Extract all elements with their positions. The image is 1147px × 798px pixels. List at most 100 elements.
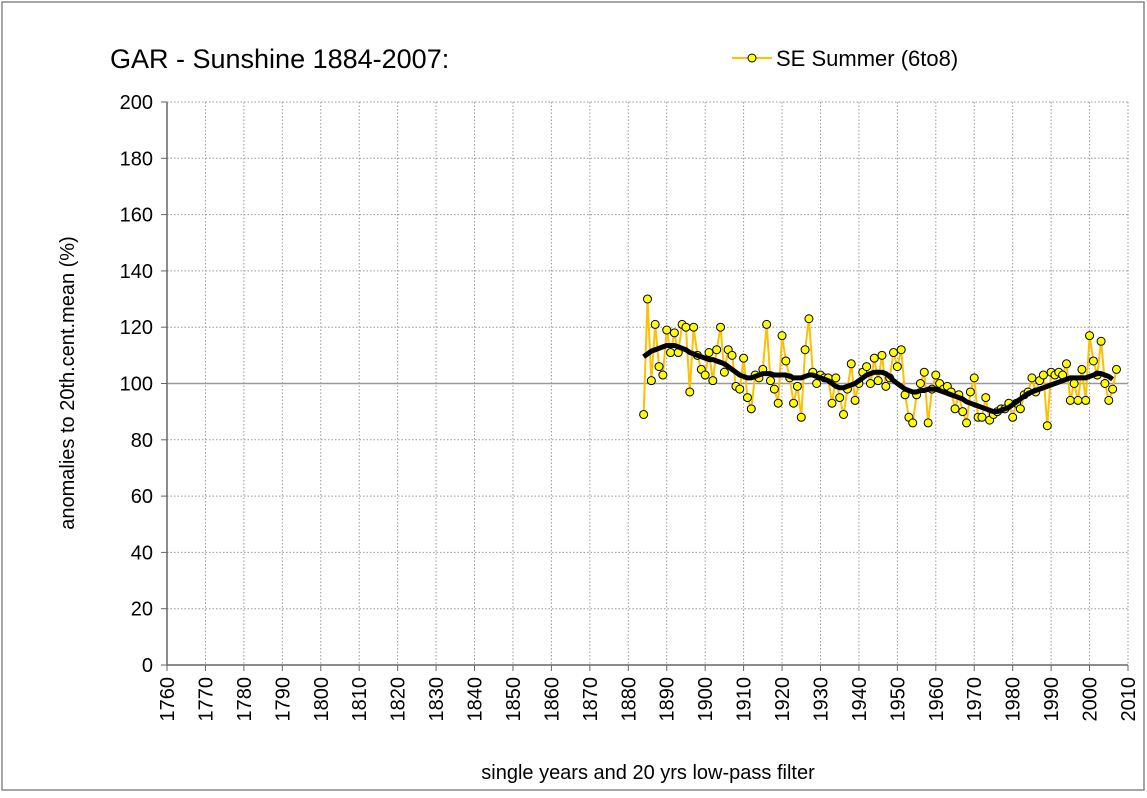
data-point xyxy=(950,404,960,414)
x-tick-label: 1820 xyxy=(388,677,410,722)
data-point xyxy=(1008,412,1018,422)
data-point xyxy=(712,345,722,355)
y-axis-label: anomalies to 20th.cent.mean (%) xyxy=(57,236,79,530)
data-point xyxy=(827,398,837,408)
data-point xyxy=(666,348,676,358)
y-tick-label: 200 xyxy=(120,92,153,114)
y-tick-label: 160 xyxy=(120,205,153,227)
data-point xyxy=(669,328,679,338)
data-point xyxy=(846,359,856,369)
y-tick-label: 60 xyxy=(131,486,153,508)
x-tick-label: 1910 xyxy=(734,677,756,722)
data-point xyxy=(877,350,887,360)
data-point xyxy=(1042,421,1052,431)
data-line xyxy=(642,298,1118,427)
data-point xyxy=(727,350,737,360)
data-point xyxy=(646,376,656,386)
data-point xyxy=(796,412,806,422)
data-point xyxy=(1085,331,1095,341)
x-tick-label: 1980 xyxy=(1003,677,1025,722)
data-point xyxy=(746,404,756,414)
data-point xyxy=(1100,379,1110,388)
data-point xyxy=(931,370,941,380)
data-point xyxy=(1038,370,1048,380)
data-point xyxy=(977,412,987,422)
y-tick-label: 40 xyxy=(131,542,153,564)
data-point xyxy=(1088,356,1098,366)
x-tick-label: 1800 xyxy=(311,677,333,722)
x-tick-label: 1880 xyxy=(618,677,640,722)
data-point xyxy=(869,353,879,363)
data-point xyxy=(865,379,875,388)
x-tick-label: 1840 xyxy=(465,677,487,722)
data-point xyxy=(781,356,791,366)
data-point xyxy=(704,348,714,358)
data-point xyxy=(654,362,664,372)
data-point xyxy=(777,331,787,341)
data-point xyxy=(766,376,776,386)
data-point xyxy=(789,398,799,408)
data-point xyxy=(862,362,872,372)
data-point xyxy=(685,387,695,397)
x-tick-label: 1990 xyxy=(1041,677,1063,722)
data-point xyxy=(812,379,822,388)
data-point xyxy=(969,373,979,383)
x-tick-label: 1810 xyxy=(349,677,371,722)
x-tick-label: 1930 xyxy=(810,677,832,722)
x-axis-label: single years and 20 yrs low-pass filter xyxy=(481,762,815,784)
data-point xyxy=(792,381,802,391)
data-point xyxy=(716,322,726,332)
x-tick-label: 1790 xyxy=(272,677,294,722)
smoothed-line xyxy=(642,342,1115,415)
data-point xyxy=(908,418,918,428)
chart-title: GAR - Sunshine 1884-2007: xyxy=(110,44,449,74)
data-point xyxy=(719,367,729,377)
data-point xyxy=(1061,359,1071,369)
data-point xyxy=(800,345,810,355)
data-point xyxy=(831,373,841,383)
data-point xyxy=(650,319,660,329)
data-point xyxy=(662,325,672,335)
y-tick-label: 120 xyxy=(120,317,153,339)
data-point xyxy=(965,387,975,397)
x-tick-label: 2000 xyxy=(1080,677,1102,722)
data-point xyxy=(923,418,933,428)
x-tick-label: 1780 xyxy=(234,677,256,722)
data-point xyxy=(700,370,710,380)
data-point xyxy=(1069,379,1079,388)
y-tick-label: 100 xyxy=(120,374,153,396)
data-point xyxy=(1077,364,1087,374)
data-point xyxy=(896,345,906,355)
data-point xyxy=(681,322,691,332)
x-tick-label: 1900 xyxy=(695,677,717,722)
x-tick-label: 1860 xyxy=(541,677,563,722)
data-point xyxy=(1081,395,1091,405)
data-point xyxy=(739,353,749,363)
data-point xyxy=(850,395,860,405)
y-tick-label: 80 xyxy=(131,430,153,452)
x-tick-label: 1830 xyxy=(426,677,448,722)
data-point xyxy=(1015,404,1025,414)
data-point xyxy=(742,393,752,403)
data-point xyxy=(1111,364,1121,374)
x-tick-label: 1870 xyxy=(580,677,602,722)
data-point xyxy=(1073,395,1083,405)
data-point xyxy=(804,314,814,324)
data-point xyxy=(769,384,779,394)
data-point xyxy=(1108,384,1118,394)
x-tick-label: 1940 xyxy=(849,677,871,722)
x-tick-label: 1920 xyxy=(772,677,794,722)
data-point xyxy=(1096,336,1106,346)
data-point xyxy=(835,393,845,403)
x-tick-label: 1960 xyxy=(926,677,948,722)
data-point xyxy=(873,376,883,386)
x-tick-label: 2010 xyxy=(1118,677,1140,722)
data-point xyxy=(735,384,745,394)
data-point xyxy=(981,393,991,403)
data-point xyxy=(773,398,783,408)
data-point xyxy=(919,367,929,377)
y-tick-label: 140 xyxy=(120,261,153,283)
legend-label: SE Summer (6to8) xyxy=(776,46,958,71)
